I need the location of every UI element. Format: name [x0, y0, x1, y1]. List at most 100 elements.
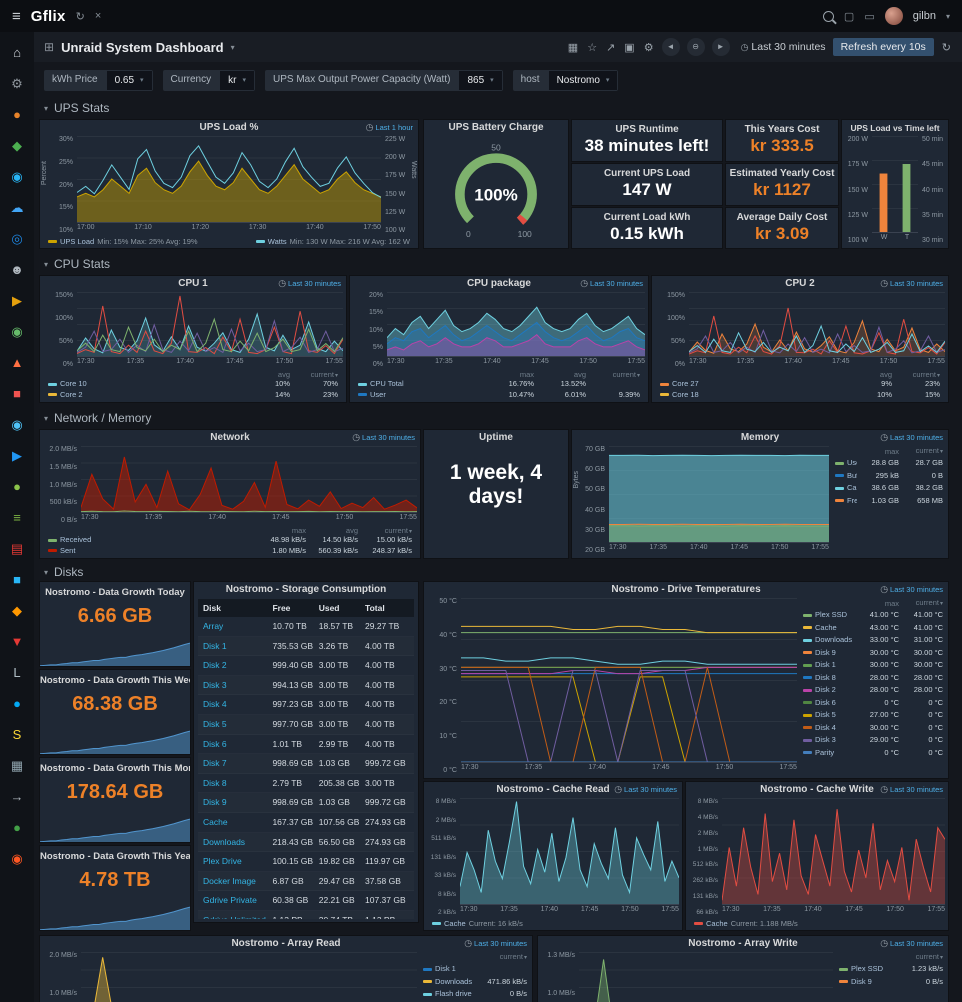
panel-title[interactable]: Nostromo - Array Read: [231, 938, 341, 949]
sidebar-app-icon[interactable]: ☁: [10, 200, 24, 215]
sidebar-app-icon[interactable]: ≡: [13, 510, 21, 525]
sidebar-app-icon[interactable]: ▦: [10, 758, 24, 773]
legend-row[interactable]: Received 48.98 kB/s 14.50 kB/s 15.00 kB/s: [48, 535, 412, 546]
time-range-link[interactable]: ◷ Last 30 minutes: [880, 938, 943, 948]
sidebar-app-icon[interactable]: ◆: [12, 138, 22, 153]
legend-row[interactable]: Cache 43.00 °C 41.00 °C: [803, 622, 943, 635]
stat-title[interactable]: Nostromo - Data Growth Today: [45, 587, 185, 598]
time-range-link[interactable]: ◷ Last 30 minutes: [278, 278, 341, 288]
save-icon[interactable]: ▣: [624, 41, 635, 54]
share-icon[interactable]: ↗: [606, 41, 616, 54]
sidebar-app-icon[interactable]: ◆: [12, 603, 22, 618]
legend-row[interactable]: Core 2 14% 23%: [48, 390, 338, 401]
legend-row[interactable]: Disk 3 29.00 °C 0 °C: [803, 734, 943, 747]
legend-row[interactable]: Parity 0 °C 0 °C: [803, 747, 943, 760]
legend-item[interactable]: Cache Current: 16 kB/s: [432, 919, 523, 928]
panel-title[interactable]: Uptime: [479, 432, 513, 443]
settings-icon[interactable]: ⚙: [643, 41, 654, 54]
chart-area[interactable]: [722, 798, 945, 905]
section-disks[interactable]: ▾ Disks: [44, 565, 84, 579]
sidebar-app-icon[interactable]: ◎: [11, 231, 23, 246]
variable-dropdown[interactable]: kr ▾: [219, 69, 255, 91]
panel-title[interactable]: Nostromo - Cache Write: [760, 784, 874, 795]
chart-area[interactable]: [579, 952, 833, 1002]
time-forward-button[interactable]: ►: [711, 38, 730, 56]
chart-area[interactable]: [81, 952, 417, 1002]
sidebar-app-icon[interactable]: ▶: [12, 448, 22, 463]
time-range-link[interactable]: ◷ Last 30 minutes: [880, 784, 943, 794]
chevron-down-icon[interactable]: ▾: [945, 11, 950, 21]
stat-title[interactable]: UPS Runtime: [615, 124, 679, 135]
disk-link[interactable]: Disk 8: [203, 777, 227, 788]
sidebar-app-icon[interactable]: ◉: [11, 169, 23, 184]
chart-area[interactable]: [77, 136, 381, 223]
panel-title[interactable]: UPS Load %: [199, 122, 259, 133]
panel-title[interactable]: Network: [210, 432, 250, 443]
menu-icon[interactable]: ≡: [12, 7, 21, 25]
disk-link[interactable]: Cache: [203, 816, 228, 827]
legend-row[interactable]: Disk 8 28.00 °C 28.00 °C: [803, 672, 943, 685]
disk-link[interactable]: Plex Drive: [203, 856, 242, 867]
sidebar-app-icon[interactable]: ■: [13, 386, 21, 401]
stat-title[interactable]: Current UPS Load: [603, 168, 691, 179]
legend-row[interactable]: Downloads 471.86 kB/s: [423, 976, 527, 989]
panel-title[interactable]: Nostromo - Cache Read: [496, 784, 610, 795]
legend-row[interactable]: Disk 1: [423, 963, 527, 976]
chevron-down-icon[interactable]: ▾: [230, 42, 235, 52]
sort-caret-icon[interactable]: ▾: [523, 955, 527, 961]
sidebar-app-icon[interactable]: ▶: [12, 293, 22, 308]
legend-row[interactable]: CPU Total 16.76% 13.52%: [358, 379, 640, 390]
time-range-link[interactable]: ◷ Last 30 minutes: [464, 938, 527, 948]
panel-title[interactable]: UPS Load vs Time left: [850, 123, 940, 133]
disk-link[interactable]: Disk 4: [203, 699, 227, 710]
panel-title[interactable]: UPS Battery Charge: [448, 122, 544, 133]
time-range-link[interactable]: ◷ Last 30 minutes: [614, 784, 677, 794]
chart-area[interactable]: [460, 798, 679, 905]
time-range-link[interactable]: ◷ Last 1 hour: [365, 122, 413, 132]
sidebar-app-icon[interactable]: →: [10, 789, 24, 804]
panel-title[interactable]: Nostromo - Array Write: [688, 938, 798, 949]
sidebar-app-icon[interactable]: ■: [13, 572, 21, 587]
sidebar-app-icon[interactable]: ●: [13, 820, 21, 835]
legend-row[interactable]: Disk 2 28.00 °C 28.00 °C: [803, 684, 943, 697]
stat-title[interactable]: Nostromo - Data Growth This Year: [40, 851, 190, 862]
panel-title[interactable]: CPU 2: [785, 278, 815, 289]
sort-caret-icon[interactable]: ▾: [939, 955, 943, 961]
username[interactable]: gilbn: [912, 10, 936, 22]
sidebar-app-icon[interactable]: ◉: [11, 417, 23, 432]
sort-caret-icon[interactable]: ▾: [408, 529, 412, 535]
time-range-link[interactable]: ◷ Last 30 minutes: [880, 278, 943, 288]
legend-row[interactable]: Sent 1.80 MB/s 560.39 kB/s 248.37 kB/s: [48, 546, 412, 557]
section-cpu-stats[interactable]: ▾ CPU Stats: [44, 257, 111, 271]
sidebar-app-icon[interactable]: ▲: [10, 355, 24, 370]
fullscreen-icon[interactable]: ▢: [843, 10, 855, 23]
disk-link[interactable]: Disk 7: [203, 758, 227, 769]
close-icon[interactable]: ×: [94, 10, 102, 22]
disk-link[interactable]: Disk 1: [203, 640, 227, 651]
legend-row[interactable]: Downloads 33.00 °C 31.00 °C: [803, 634, 943, 647]
legend-row[interactable]: Disk 5 27.00 °C 0 °C: [803, 709, 943, 722]
chart-area[interactable]: [609, 446, 829, 543]
stat-title[interactable]: Estimated Yearly Cost: [729, 168, 835, 179]
sort-caret-icon[interactable]: ▾: [636, 373, 640, 379]
time-range-picker[interactable]: ◷ Last 30 minutes: [740, 41, 826, 53]
brand[interactable]: Gflix: [30, 7, 66, 25]
panel-title[interactable]: Nostromo - Drive Temperatures: [611, 584, 761, 595]
time-range-link[interactable]: ◷ Last 30 minutes: [580, 278, 643, 288]
zoom-out-button[interactable]: ⊖: [686, 38, 705, 56]
legend-row[interactable]: Core 10 10% 70%: [48, 379, 338, 390]
variable-dropdown[interactable]: Nostromo ▾: [547, 69, 619, 91]
sidebar-app-icon[interactable]: ☻: [10, 262, 24, 277]
sidebar-app-icon[interactable]: ◉: [11, 851, 23, 866]
refresh-icon[interactable]: ↻: [941, 41, 951, 54]
variable-dropdown[interactable]: 865 ▾: [458, 69, 503, 91]
sidebar-app-icon[interactable]: S: [12, 727, 22, 742]
sort-caret-icon[interactable]: ▾: [939, 601, 943, 607]
variable-dropdown[interactable]: 0.65 ▾: [105, 69, 153, 91]
refresh-interval-picker[interactable]: Refresh every 10s: [832, 38, 934, 56]
legend-row[interactable]: User 10.47% 6.01% 9.39%: [358, 390, 640, 401]
sidebar-app-icon[interactable]: ⚙: [11, 76, 23, 91]
time-range-link[interactable]: ◷ Last 30 minutes: [880, 432, 943, 442]
